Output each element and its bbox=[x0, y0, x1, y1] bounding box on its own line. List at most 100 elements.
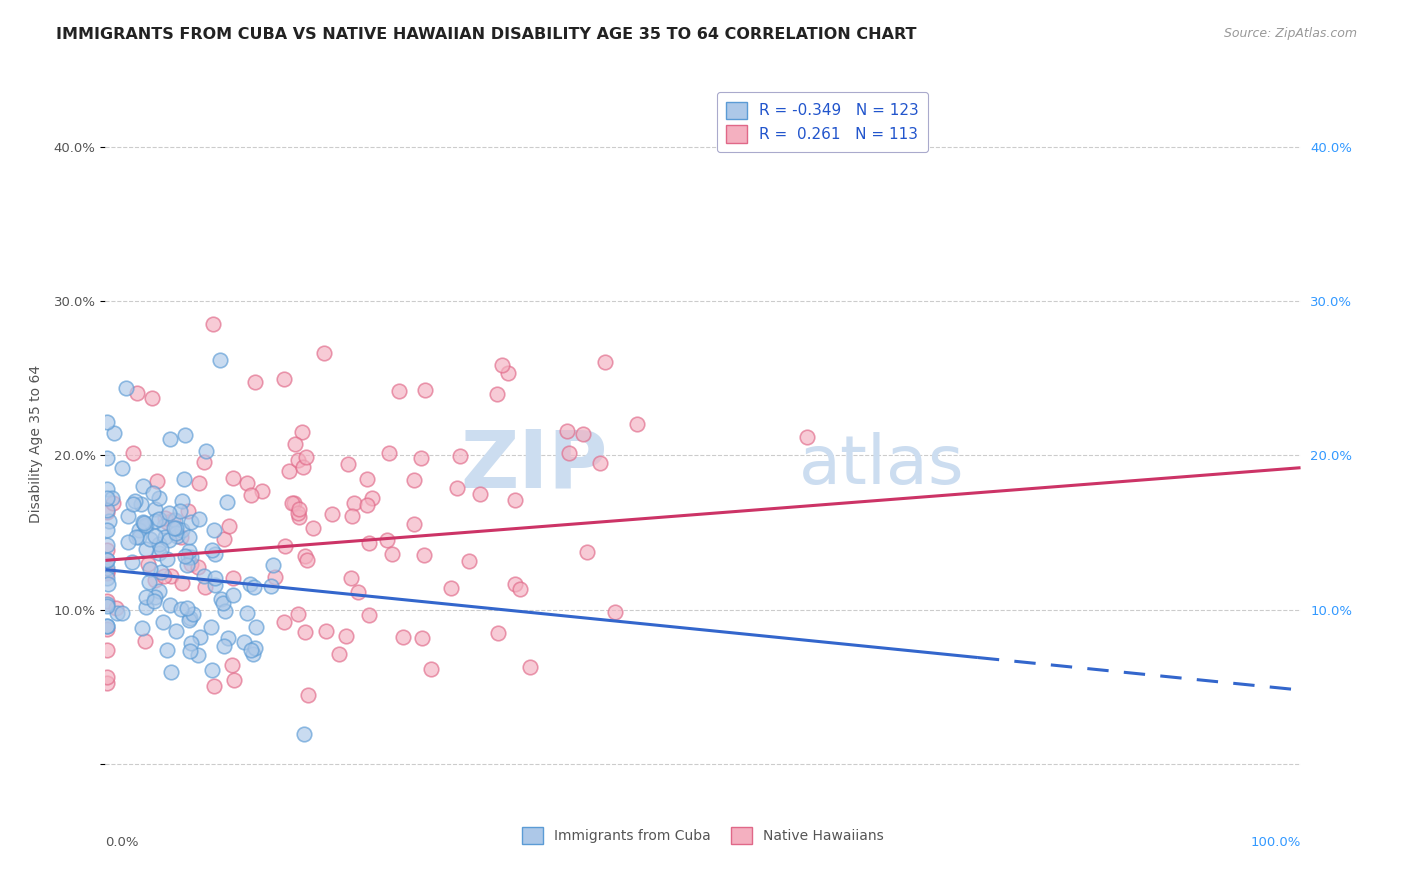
Point bbox=[98, 515, 121, 529]
Point bbox=[129, 497, 152, 511]
Point bbox=[156, 642, 179, 657]
Point bbox=[96, 560, 118, 574]
Point bbox=[138, 574, 160, 589]
Point bbox=[157, 507, 180, 521]
Point bbox=[242, 647, 264, 661]
Point bbox=[117, 535, 139, 549]
Point bbox=[217, 631, 239, 645]
Point bbox=[411, 632, 433, 646]
Point bbox=[156, 515, 179, 529]
Point bbox=[221, 657, 243, 672]
Point bbox=[152, 615, 174, 630]
Point bbox=[201, 543, 224, 558]
Point bbox=[295, 553, 318, 567]
Point bbox=[105, 606, 128, 620]
Point bbox=[166, 528, 188, 542]
Point bbox=[194, 580, 217, 594]
Point bbox=[148, 584, 170, 599]
Point bbox=[356, 472, 378, 486]
Point bbox=[222, 471, 245, 485]
Point bbox=[277, 464, 299, 478]
Point bbox=[101, 496, 124, 510]
Point bbox=[626, 417, 648, 431]
Point bbox=[180, 549, 202, 564]
Point bbox=[342, 508, 364, 523]
Point bbox=[413, 548, 436, 562]
Point bbox=[96, 599, 118, 613]
Point bbox=[96, 643, 118, 657]
Point bbox=[336, 457, 359, 471]
Point bbox=[170, 493, 193, 508]
Y-axis label: Disability Age 35 to 64: Disability Age 35 to 64 bbox=[28, 365, 42, 523]
Point bbox=[139, 562, 162, 576]
Text: 100.0%: 100.0% bbox=[1250, 836, 1301, 849]
Point bbox=[180, 557, 202, 571]
Point bbox=[125, 386, 148, 401]
Point bbox=[503, 493, 526, 508]
Point bbox=[170, 530, 193, 544]
Point bbox=[193, 455, 215, 469]
Point bbox=[115, 381, 138, 395]
Point bbox=[141, 391, 163, 405]
Point bbox=[96, 566, 118, 580]
Point bbox=[458, 554, 481, 568]
Point bbox=[239, 577, 262, 591]
Point bbox=[96, 491, 118, 505]
Text: Source: ZipAtlas.com: Source: ZipAtlas.com bbox=[1223, 27, 1357, 40]
Point bbox=[187, 648, 209, 663]
Point bbox=[273, 615, 295, 629]
Point bbox=[132, 516, 155, 530]
Point bbox=[143, 514, 166, 528]
Point bbox=[273, 372, 295, 386]
Point bbox=[136, 557, 159, 571]
Point bbox=[134, 516, 156, 530]
Point bbox=[177, 543, 200, 558]
Point bbox=[519, 660, 541, 674]
Point bbox=[297, 688, 319, 702]
Point bbox=[593, 355, 616, 369]
Point bbox=[135, 519, 157, 533]
Point bbox=[177, 504, 200, 518]
Point bbox=[125, 530, 148, 544]
Point bbox=[124, 494, 146, 508]
Point bbox=[236, 475, 259, 490]
Point bbox=[221, 588, 243, 602]
Point bbox=[142, 486, 165, 500]
Point bbox=[180, 515, 202, 529]
Point bbox=[152, 569, 174, 583]
Point bbox=[174, 549, 197, 564]
Point bbox=[312, 345, 335, 359]
Point bbox=[388, 384, 411, 398]
Point bbox=[162, 513, 184, 527]
Point bbox=[274, 540, 297, 554]
Legend: Immigrants from Cuba, Native Hawaiians: Immigrants from Cuba, Native Hawaiians bbox=[516, 822, 890, 850]
Point bbox=[509, 582, 531, 596]
Point bbox=[165, 521, 187, 535]
Point bbox=[170, 576, 193, 591]
Point bbox=[201, 663, 224, 677]
Point bbox=[163, 513, 186, 527]
Point bbox=[250, 484, 273, 499]
Text: ZIP: ZIP bbox=[460, 426, 607, 504]
Point bbox=[160, 665, 183, 679]
Point bbox=[212, 640, 235, 654]
Point bbox=[134, 634, 156, 648]
Point bbox=[148, 491, 170, 505]
Point bbox=[96, 564, 118, 578]
Point bbox=[796, 430, 818, 444]
Point bbox=[169, 602, 191, 616]
Point bbox=[240, 488, 263, 502]
Point bbox=[357, 536, 380, 550]
Point bbox=[157, 533, 180, 548]
Point bbox=[159, 432, 181, 446]
Point bbox=[404, 473, 426, 487]
Point bbox=[409, 450, 432, 465]
Point bbox=[174, 428, 197, 442]
Point bbox=[420, 662, 443, 676]
Point bbox=[446, 481, 468, 495]
Point bbox=[287, 607, 309, 621]
Point bbox=[572, 427, 595, 442]
Point bbox=[96, 623, 118, 637]
Point bbox=[440, 581, 463, 595]
Point bbox=[96, 523, 118, 537]
